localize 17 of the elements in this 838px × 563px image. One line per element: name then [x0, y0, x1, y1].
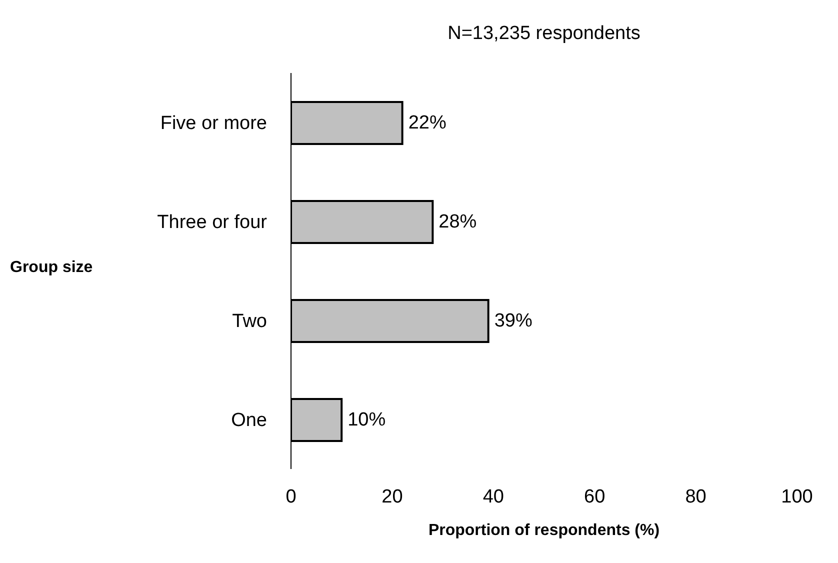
data-label: 10% — [348, 410, 386, 430]
x-axis-title: Proportion of respondents (%) — [427, 522, 661, 540]
y-tick-label: Two — [232, 311, 267, 332]
x-tick-label: 40 — [482, 486, 504, 508]
y-axis-title: Group size — [10, 259, 93, 277]
y-tick-label: One — [231, 410, 267, 432]
chart-title: N=13,235 respondents — [446, 23, 642, 45]
data-label: 28% — [438, 212, 477, 232]
y-tick-label: Three or four — [157, 212, 268, 234]
data-label: 22% — [408, 112, 446, 134]
x-tick-label: 20 — [382, 486, 403, 508]
y-tick-label: Five or more — [160, 113, 267, 134]
x-tick-label: 100 — [781, 486, 813, 508]
data-label: 39% — [494, 310, 532, 332]
x-tick-label: 0 — [286, 486, 296, 508]
x-tick-label: 60 — [584, 486, 606, 508]
x-tick-label: 80 — [685, 486, 706, 508]
